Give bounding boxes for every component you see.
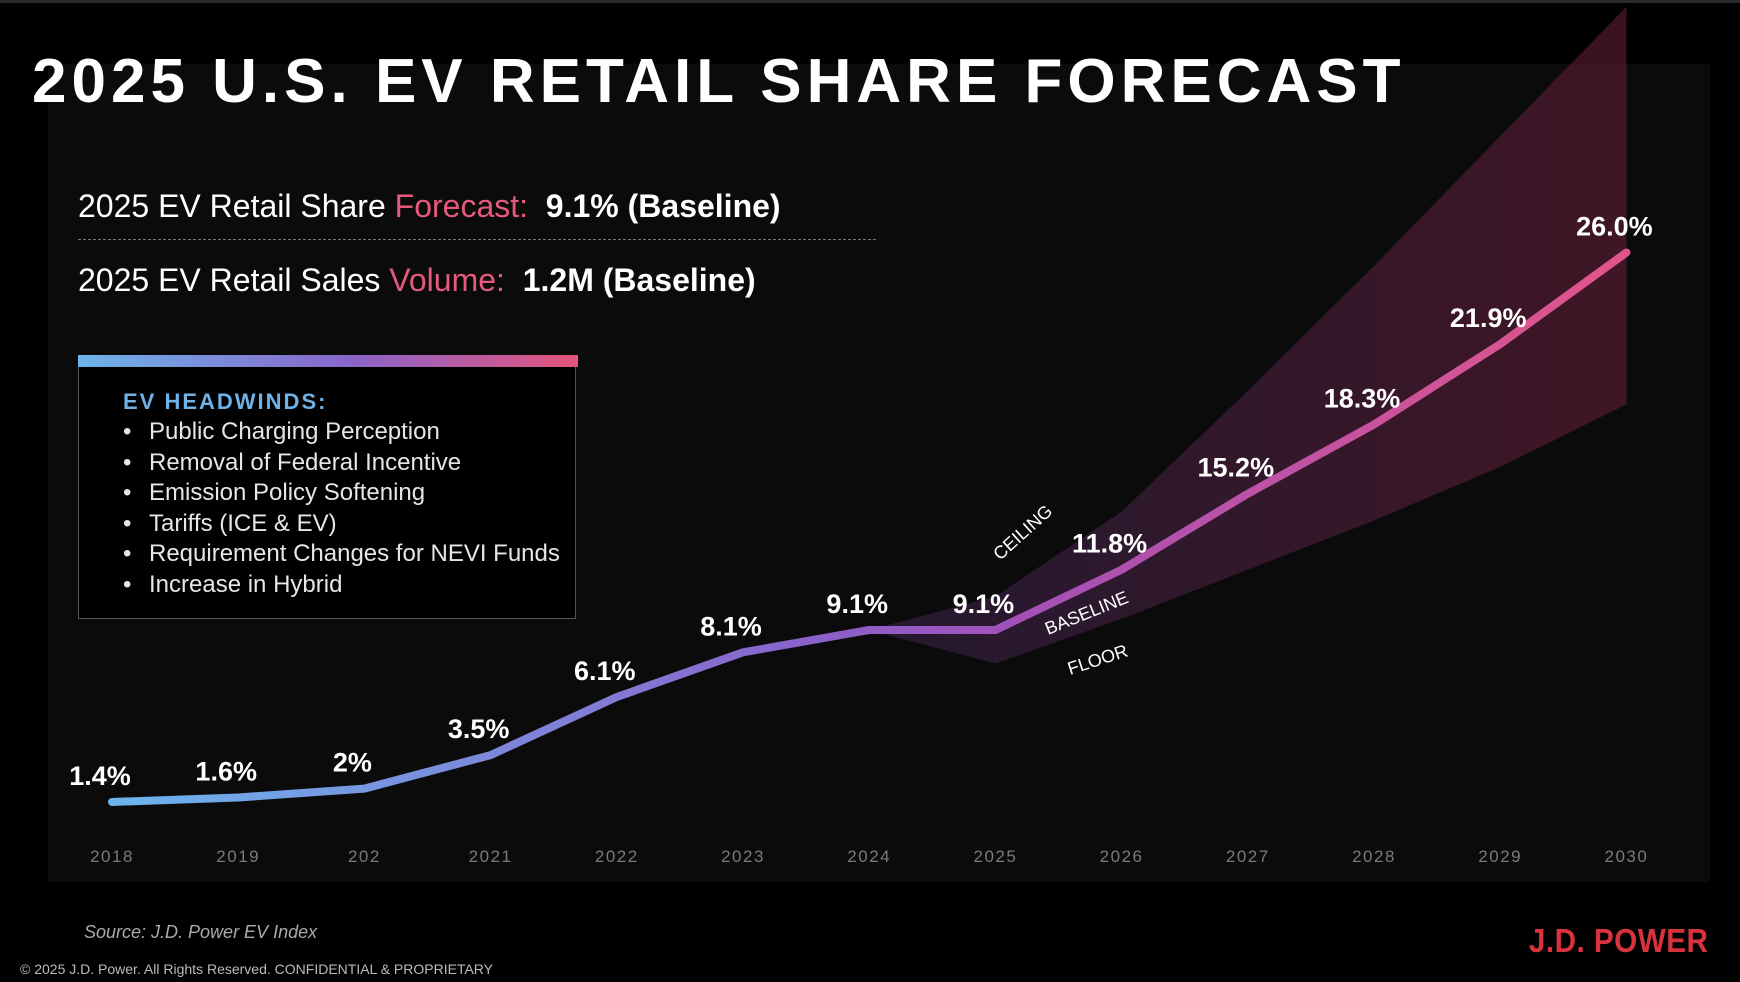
- source-note: Source: J.D. Power EV Index: [84, 922, 318, 942]
- headwinds-gradient-bar: [77, 355, 578, 367]
- headwinds-list: • Public Charging Perception • Removal of …: [123, 417, 560, 601]
- headwind-item-text: Public Charging Perception: [149, 418, 440, 445]
- x-tick-label: 2025: [973, 847, 1017, 866]
- stats-divider: [78, 239, 876, 240]
- data-label: 9.1%: [953, 589, 1015, 619]
- x-tick-label: 202: [348, 847, 381, 866]
- data-label: 21.9%: [1450, 303, 1527, 333]
- bullet-icon: •: [123, 540, 132, 568]
- x-tick-label: 2022: [595, 847, 639, 866]
- x-tick-label: 2019: [216, 847, 260, 866]
- jd-power-logo: J.D. POWER: [1528, 922, 1708, 959]
- bullet-icon: •: [123, 509, 132, 537]
- x-tick-label: 2023: [721, 847, 765, 866]
- headwind-item: • Public Charging Perception: [123, 417, 560, 448]
- headwind-item-text: Requirement Changes for NEVI Funds: [149, 540, 560, 568]
- data-label: 1.4%: [69, 761, 131, 791]
- bullet-icon: •: [123, 570, 132, 598]
- retail-share-value: 9.1% (Baseline): [545, 188, 781, 224]
- floor-annotation: FLOOR: [1065, 641, 1130, 679]
- x-tick-label: 2030: [1604, 847, 1648, 866]
- data-label: 11.8%: [1072, 529, 1147, 559]
- ev-share-series-line: [108, 248, 1631, 806]
- x-tick-label: 2029: [1478, 847, 1522, 866]
- x-tick-label: 2026: [1100, 847, 1144, 866]
- headwind-item: • Emission Policy Softening: [123, 478, 560, 509]
- headwind-item-text: Removal of Federal Incentive: [149, 448, 462, 476]
- headwind-item: • Increase in Hybrid: [123, 570, 560, 601]
- data-label: 1.6%: [195, 757, 257, 787]
- retail-share-accent: Forecast:: [394, 188, 529, 224]
- data-label: 15.2%: [1198, 453, 1275, 483]
- x-tick-label: 2021: [469, 847, 513, 866]
- data-label: 18.3%: [1324, 383, 1401, 413]
- ceiling-annotation: CEILING: [989, 501, 1056, 564]
- sales-volume-label: 2025 EV Retail Sales: [78, 262, 390, 298]
- headwind-item: • Removal of Federal Incentive: [123, 448, 560, 479]
- data-label: 2%: [333, 748, 372, 778]
- sales-volume-accent: Volume:: [389, 262, 505, 298]
- page-title: 2025 U.S. EV RETAIL SHARE FORECAST: [32, 47, 1406, 116]
- bullet-icon: •: [123, 448, 132, 476]
- bullet-icon: •: [123, 479, 132, 507]
- data-label: 9.1%: [826, 589, 888, 619]
- x-tick-label: 2018: [90, 847, 134, 866]
- sales-volume-value: 1.2M (Baseline): [522, 262, 756, 298]
- x-tick-label: 2024: [847, 847, 891, 866]
- headwind-item: • Requirement Changes for NEVI Funds: [123, 539, 560, 570]
- headwinds-box: EV HEADWINDS: • Public Charging Perceptio…: [77, 355, 578, 619]
- x-tick-label: 2027: [1226, 847, 1270, 866]
- x-tick-label: 2028: [1352, 847, 1396, 866]
- data-label: 8.1%: [700, 611, 762, 641]
- bullet-icon: •: [123, 418, 132, 445]
- forecast-band: [869, 6, 1627, 664]
- data-label: 6.1%: [574, 656, 636, 686]
- headwinds-title: EV HEADWINDS:: [123, 389, 328, 414]
- sales-volume-stat: 2025 EV Retail Sales Volume: 1.2M (Basel…: [78, 262, 756, 299]
- headwind-item: • Tariffs (ICE & EV): [123, 509, 560, 540]
- headwind-item-text: Increase in Hybrid: [149, 570, 343, 598]
- copyright-notice: © 2025 J.D. Power. All Rights Reserved. …: [20, 961, 493, 977]
- headwind-item-text: Emission Policy Softening: [149, 479, 426, 507]
- headwind-item-text: Tariffs (ICE & EV): [149, 509, 337, 537]
- retail-share-label: 2025 EV Retail Share: [78, 188, 395, 224]
- retail-share-stat: 2025 EV Retail Share Forecast: 9.1% (Bas…: [78, 188, 781, 225]
- top-border: [0, 0, 1740, 3]
- data-label: 26.0%: [1576, 211, 1653, 241]
- data-label: 3.5%: [448, 714, 510, 744]
